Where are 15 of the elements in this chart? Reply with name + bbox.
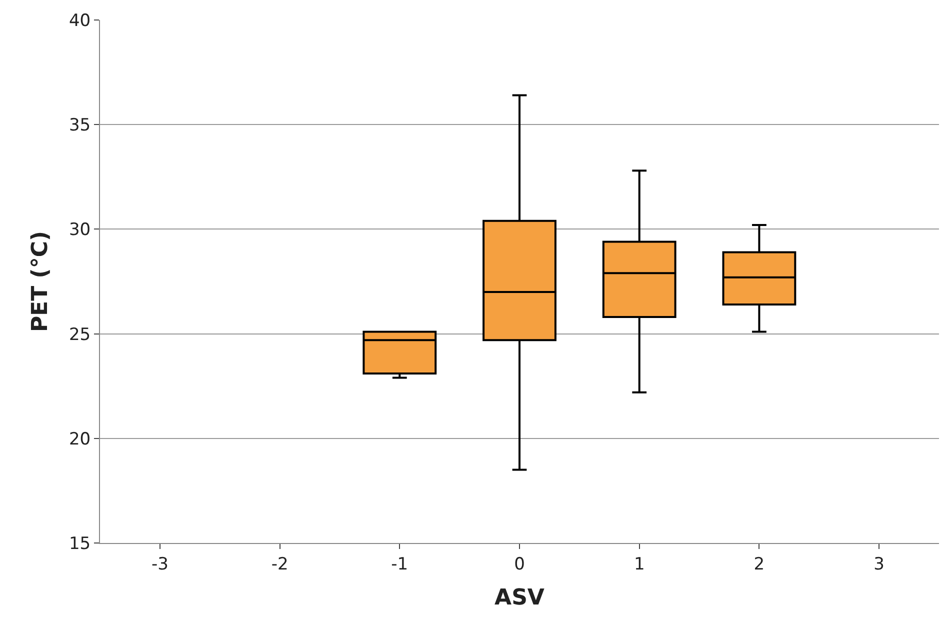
y-tick-label: 15 <box>68 534 91 554</box>
x-tick-label: -1 <box>391 554 408 574</box>
x-tick-label: -3 <box>151 554 168 574</box>
y-tick-label: 40 <box>68 10 91 31</box>
y-tick-label: 20 <box>68 429 91 450</box>
x-axis-title: ASV <box>494 585 544 610</box>
y-tick-label: 30 <box>68 220 91 240</box>
x-tick-label: 1 <box>634 554 645 574</box>
x-tick-label: 3 <box>874 554 884 574</box>
x-tick-label: 0 <box>514 554 525 574</box>
x-tick-label: 2 <box>754 554 765 574</box>
y-tick-label: 35 <box>68 116 91 136</box>
x-tick-label: -2 <box>271 554 288 574</box>
y-tick-label: 25 <box>68 324 91 345</box>
y-axis-title: PET (°C) <box>28 230 53 332</box>
